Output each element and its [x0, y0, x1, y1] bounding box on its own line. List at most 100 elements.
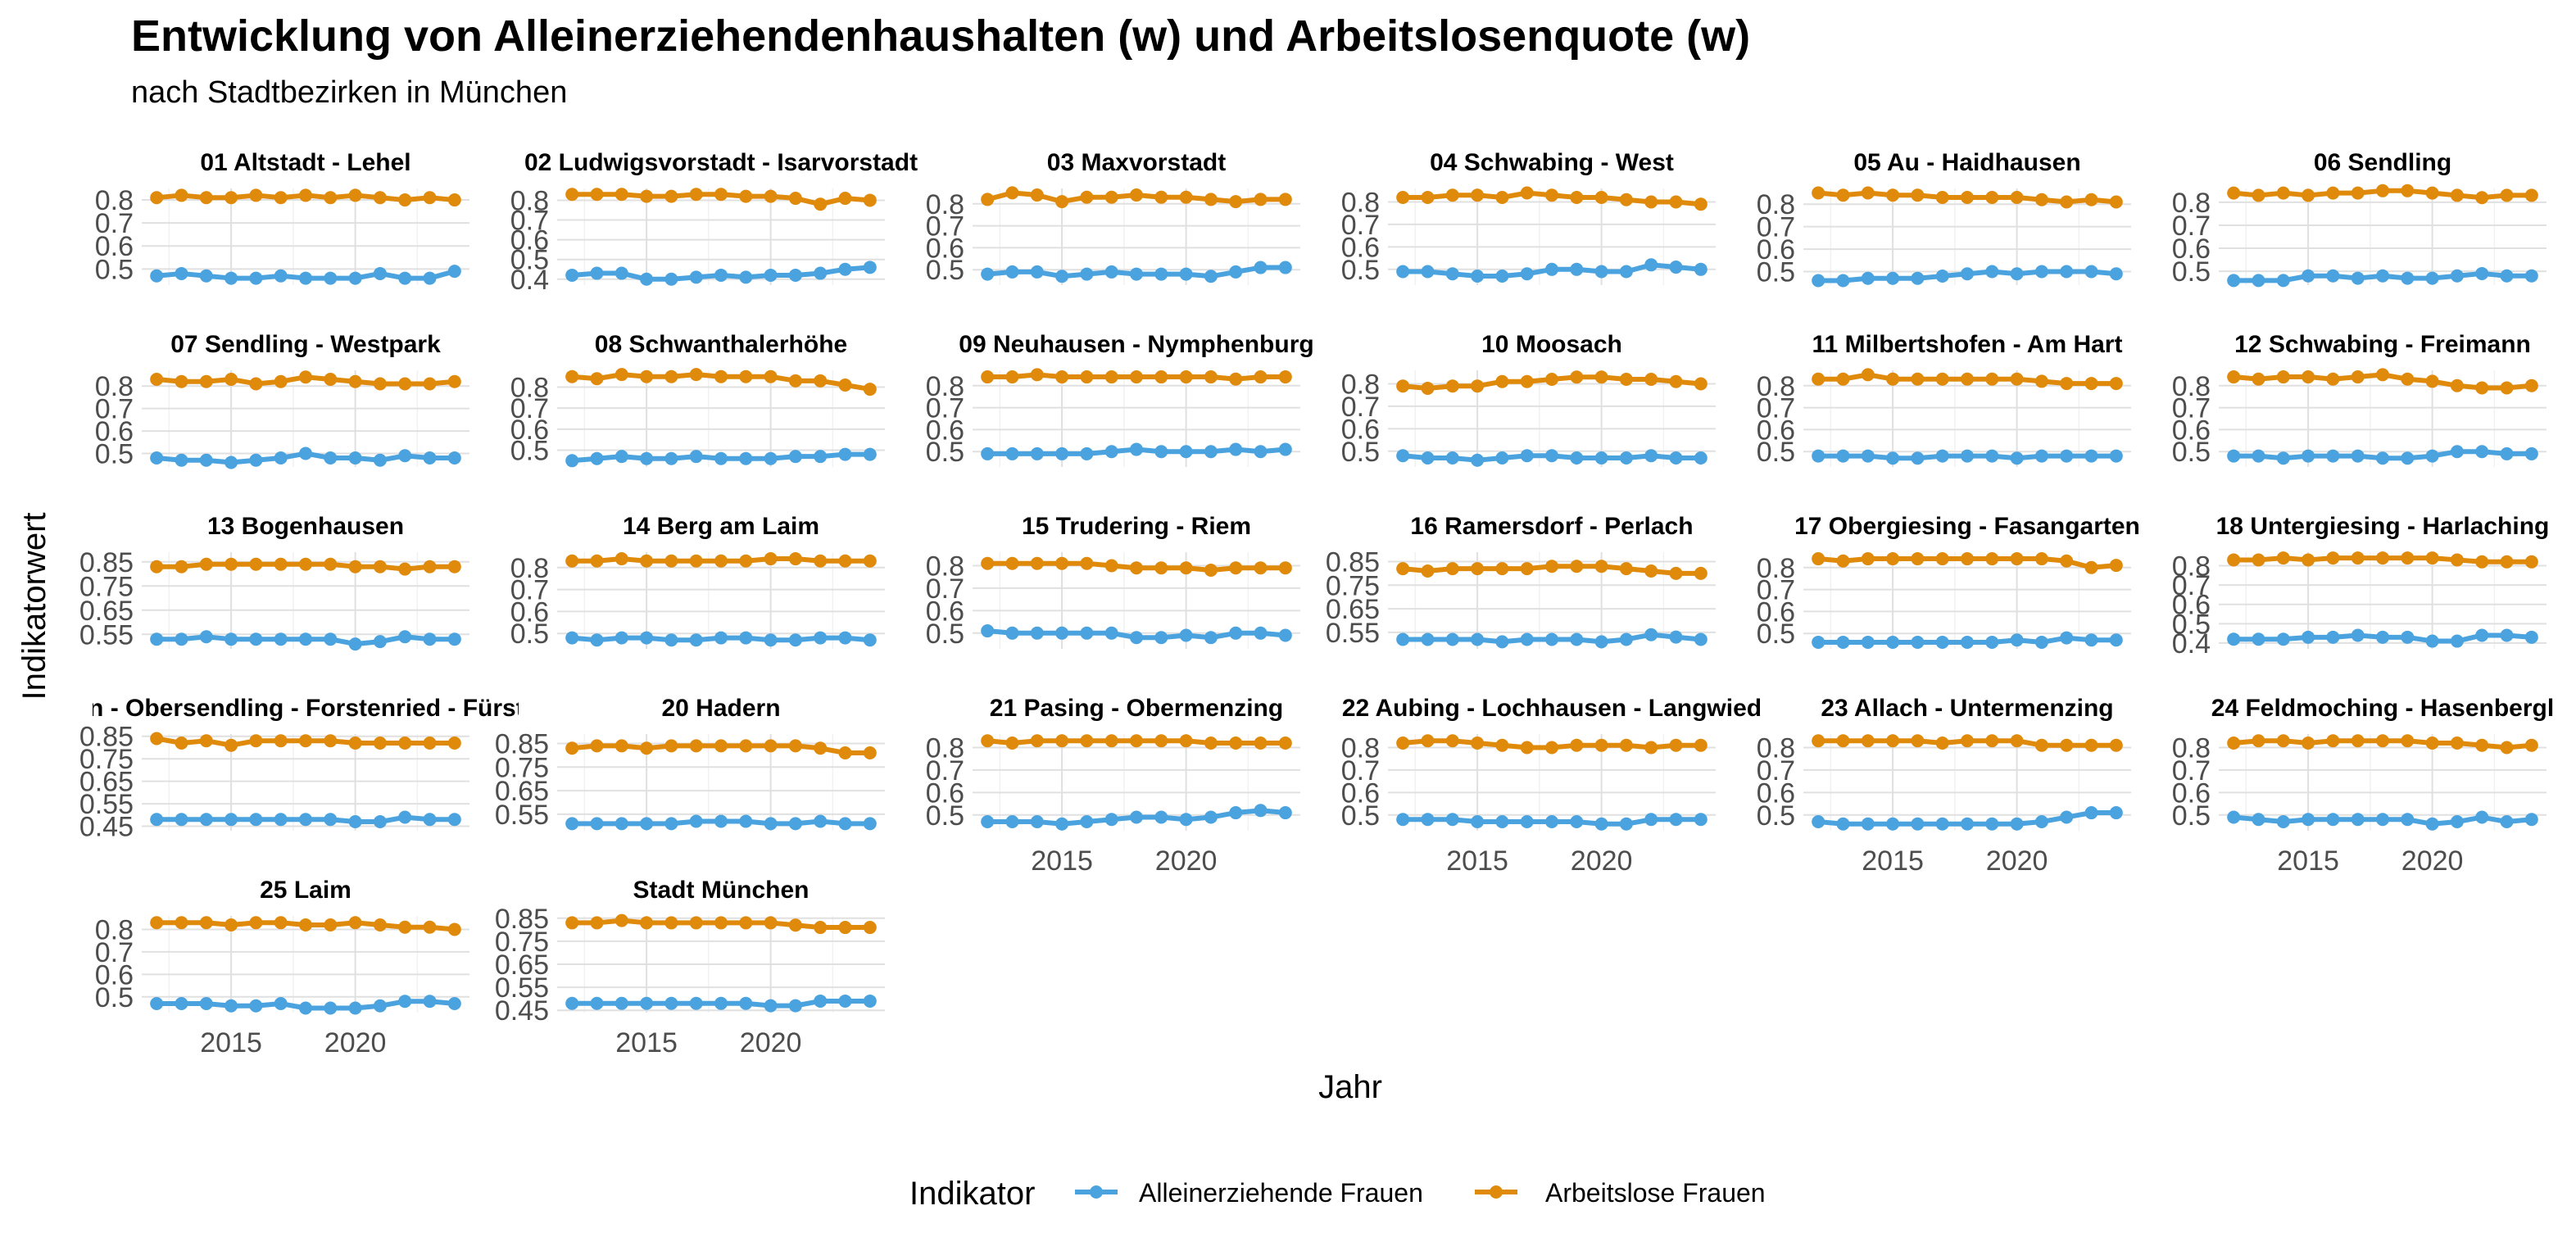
data-point	[739, 739, 753, 753]
data-point	[398, 630, 412, 644]
data-point	[1861, 552, 1875, 566]
data-point	[1204, 270, 1218, 283]
data-point	[1619, 193, 1633, 206]
data-point	[2084, 193, 2098, 206]
data-point	[1204, 810, 1218, 824]
data-point	[2401, 184, 2415, 197]
data-point	[2084, 633, 2098, 647]
data-point	[398, 271, 412, 285]
data-point	[1278, 193, 1292, 206]
data-point	[249, 557, 263, 571]
data-point	[1911, 552, 1925, 566]
data-point	[299, 1001, 312, 1015]
data-point	[199, 734, 213, 748]
facet-panel: 0.50.60.70.8 22 Aubing - Lochhausen - Lan…	[1341, 695, 1762, 877]
data-point	[1421, 813, 1435, 827]
data-point	[2376, 451, 2389, 465]
data-point	[1836, 274, 1850, 288]
data-point	[2276, 274, 2290, 288]
data-point	[2034, 265, 2048, 279]
data-point	[373, 999, 387, 1013]
data-point	[788, 918, 802, 932]
data-point	[814, 741, 828, 755]
data-point	[981, 370, 995, 384]
data-point	[1911, 451, 1925, 465]
data-point	[175, 188, 188, 202]
data-point	[1471, 562, 1485, 576]
facet-strip-label: 17 Obergiesing - Fasangarten	[1794, 513, 2140, 540]
data-point	[640, 451, 654, 465]
y-tick-label: 0.8	[510, 373, 549, 404]
data-point	[814, 450, 828, 464]
data-point	[1886, 451, 1900, 465]
data-point	[1130, 734, 1143, 748]
data-point	[1471, 270, 1485, 283]
data-point	[447, 813, 461, 827]
data-point	[615, 996, 628, 1010]
data-point	[1644, 195, 1658, 209]
data-point	[175, 560, 188, 573]
data-point	[1861, 449, 1875, 463]
y-tick-label: 0.7	[95, 394, 134, 425]
data-point	[2227, 810, 2241, 824]
data-point	[1520, 449, 1534, 463]
facet-panel: 0.50.60.70.8 25 Laim 2015 2020	[95, 877, 469, 1058]
data-point	[1445, 188, 1459, 202]
data-point	[1985, 817, 1999, 831]
data-point	[2034, 449, 2048, 463]
data-point	[423, 451, 437, 465]
data-point	[2500, 446, 2514, 460]
data-point	[1396, 813, 1410, 827]
data-point	[1471, 632, 1485, 646]
y-tick-label: 0.5	[510, 245, 549, 276]
y-tick-label: 0.8	[926, 371, 964, 402]
data-point	[1886, 271, 1900, 285]
y-tick-label: 0.6	[1757, 234, 1795, 265]
data-point	[2252, 274, 2265, 288]
data-point	[1520, 267, 1534, 281]
data-point	[764, 552, 778, 566]
grid	[142, 188, 469, 285]
data-point	[2302, 813, 2315, 827]
data-point	[2376, 368, 2389, 382]
y-tick-label: 0.75	[495, 752, 549, 783]
y-tick-label: 0.7	[926, 573, 964, 605]
data-point	[2109, 449, 2123, 463]
x-tick-label: 2015	[1862, 845, 1924, 877]
data-point	[1229, 372, 1243, 386]
data-point	[1812, 815, 1825, 829]
grid	[1388, 734, 1716, 831]
y-tick-label: 0.7	[1341, 210, 1380, 241]
y-tick-label: 0.6	[95, 959, 134, 990]
y-tick-label: 0.5	[1341, 800, 1380, 832]
data-point	[640, 631, 654, 645]
data-point	[1229, 736, 1243, 750]
data-point	[565, 741, 579, 755]
data-point	[324, 813, 338, 827]
y-tick-label: 0.6	[2172, 415, 2211, 446]
data-point	[689, 916, 703, 930]
data-point	[1229, 806, 1243, 820]
data-point	[863, 383, 877, 397]
data-point	[2109, 195, 2123, 209]
data-point	[764, 369, 778, 383]
y-tick-label: 0.8	[926, 189, 964, 220]
data-point	[249, 813, 263, 827]
data-point	[2401, 630, 2415, 644]
data-point	[249, 632, 263, 646]
y-tick-label: 0.85	[495, 904, 549, 935]
y-tick-label: 0.5	[1757, 800, 1795, 832]
data-point	[398, 449, 412, 463]
data-point	[1471, 188, 1485, 202]
data-point	[1278, 561, 1292, 575]
data-point	[324, 372, 338, 386]
data-point	[1421, 632, 1435, 646]
data-point	[348, 271, 362, 285]
y-tick-label: 0.6	[1757, 777, 1795, 809]
data-point	[1130, 267, 1143, 281]
data-point	[664, 369, 678, 383]
y-tick-label: 0.5	[926, 437, 964, 468]
x-tick-label: 2020	[1571, 845, 1633, 877]
data-point	[1030, 265, 1044, 279]
